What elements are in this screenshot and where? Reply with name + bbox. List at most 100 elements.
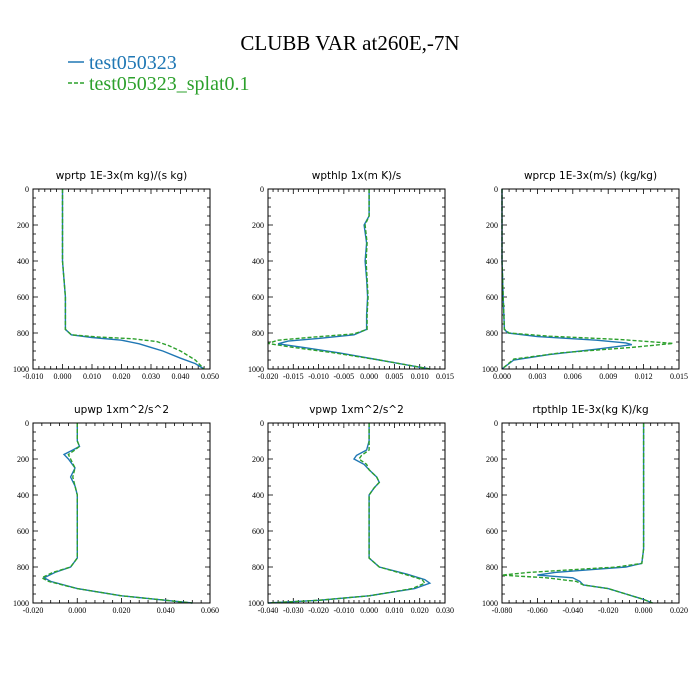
y-tick-label: 400 (17, 257, 29, 266)
subplot-title: wprcp 1E-3x(m/s) (kg/kg) (524, 170, 657, 182)
subplot-6: rtpthlp 1E-3x(kg K)/kg02004006008001000-… (482, 404, 688, 615)
y-tick-label: 0 (25, 419, 29, 428)
x-tick-label: -0.040 (258, 606, 279, 615)
plot-frame (32, 422, 211, 604)
y-tick-label: 400 (17, 491, 29, 500)
y-tick-label: 1000 (13, 599, 29, 608)
legend-label-series-1: test050323 (89, 52, 177, 74)
x-tick-label: 0.000 (68, 606, 86, 615)
subplot-title: rtpthlp 1E-3x(kg K)/kg (532, 404, 648, 416)
x-tick-label: 0.009 (599, 372, 617, 381)
y-tick-label: 800 (17, 563, 29, 572)
subplot-4: upwp 1xm^2/s^2 0 200 400 600 800 1000-0.020 0.0… (13, 404, 219, 615)
y-tick-label: 600 (252, 293, 264, 302)
series-line-1 (277, 189, 430, 370)
series-line-1 (501, 189, 633, 370)
x-tick-label: 0.015 (670, 372, 688, 381)
y-tick-label: 800 (486, 563, 498, 572)
y-tick-label: 800 (486, 329, 498, 338)
x-tick-label: 0.006 (564, 372, 582, 381)
x-tick-label: 0.040 (172, 372, 190, 381)
x-tick-label: 0.030 (436, 606, 454, 615)
subplot-3: wprcp 1E-3x(m/s) (kg/kg) 0 200 400 600 800 100… (482, 170, 688, 381)
y-tick-label: 600 (486, 527, 498, 536)
y-tick-label: 0 (494, 185, 498, 194)
y-tick-label: 200 (486, 221, 498, 230)
y-tick-label: 200 (252, 221, 264, 230)
subplot-title: vpwp 1xm^2/s^2 (309, 404, 404, 416)
series-line-2 (267, 423, 426, 604)
y-tick-label: 1000 (248, 365, 264, 374)
x-tick-label: -0.020 (23, 606, 44, 615)
y-tick-label: 800 (252, 563, 264, 572)
x-tick-label: 0.000 (493, 372, 511, 381)
x-tick-label: 0.010 (385, 606, 403, 615)
x-tick-label: 0.020 (113, 372, 131, 381)
x-tick-label: 0.015 (436, 372, 454, 381)
series-line-1 (42, 423, 193, 604)
series-line-1 (267, 423, 432, 604)
x-tick-label: 0.010 (83, 372, 101, 381)
subplot-grid: wprtp 1E-3x(m kg)/(s kg) 0 200 400 600 800 100… (13, 170, 688, 615)
y-tick-label: 600 (17, 293, 29, 302)
x-tick-label: 0.020 (113, 606, 131, 615)
y-tick-label: 200 (486, 455, 498, 464)
y-tick-label: 1000 (482, 599, 498, 608)
series-line-2 (501, 423, 653, 604)
y-tick-label: 1000 (482, 365, 498, 374)
series-line-2 (267, 189, 430, 370)
x-tick-label: 0.000 (635, 606, 653, 615)
x-tick-label: -0.010 (334, 606, 355, 615)
y-tick-label: 200 (17, 455, 29, 464)
legend: test050323 test050323_splat0.1 (68, 52, 250, 95)
series-line-1 (537, 423, 653, 604)
series-line-1 (61, 189, 205, 370)
plot-frame (501, 188, 680, 370)
x-tick-label: 0.050 (201, 372, 219, 381)
subplot-title: upwp 1xm^2/s^2 (74, 404, 169, 416)
subplot-2: wpthlp 1x(m K)/s02004006008001000-0.020-… (248, 170, 454, 381)
series-line-2 (61, 189, 205, 370)
series-line-2 (501, 189, 674, 370)
x-tick-label: 0.030 (142, 372, 160, 381)
series-line-2 (40, 423, 193, 604)
x-tick-label: 0.000 (54, 372, 72, 381)
figure-title: CLUBB VAR at260E,-7N (240, 31, 459, 55)
x-tick-label: 0.020 (670, 606, 688, 615)
x-tick-label: 0.005 (385, 372, 403, 381)
x-tick-label: 0.000 (360, 606, 378, 615)
plot-frame (267, 188, 446, 370)
x-tick-label: -0.080 (492, 606, 513, 615)
x-tick-label: 0.000 (360, 372, 378, 381)
x-tick-label: -0.020 (258, 372, 279, 381)
plot-frame (267, 422, 446, 604)
subplot-1: wprtp 1E-3x(m kg)/(s kg) 0 200 400 600 800 100… (13, 170, 219, 381)
y-tick-label: 200 (252, 455, 264, 464)
y-tick-label: 1000 (13, 365, 29, 374)
x-tick-label: -0.030 (283, 606, 304, 615)
subplot-title: wprtp 1E-3x(m kg)/(s kg) (56, 170, 187, 182)
plot-frame (32, 188, 211, 370)
y-tick-label: 400 (252, 491, 264, 500)
y-tick-label: 600 (486, 293, 498, 302)
subplot-5: vpwp 1xm^2/s^2 0 200 400 600 800 1000-0.040 -0.… (248, 404, 454, 615)
y-tick-label: 400 (486, 491, 498, 500)
y-tick-label: 0 (260, 185, 264, 194)
x-tick-label: 0.060 (201, 606, 219, 615)
x-tick-label: -0.005 (334, 372, 355, 381)
x-tick-label: -0.020 (308, 606, 329, 615)
y-tick-label: 1000 (248, 599, 264, 608)
plot-frame (501, 422, 680, 604)
y-tick-label: 600 (17, 527, 29, 536)
y-tick-label: 0 (260, 419, 264, 428)
x-tick-label: -0.015 (283, 372, 304, 381)
y-tick-label: 400 (486, 257, 498, 266)
y-tick-label: 200 (17, 221, 29, 230)
x-tick-label: 0.020 (411, 606, 429, 615)
x-tick-label: -0.040 (562, 606, 583, 615)
y-tick-label: 0 (494, 419, 498, 428)
y-tick-label: 800 (252, 329, 264, 338)
y-tick-label: 0 (25, 185, 29, 194)
x-tick-label: -0.010 (308, 372, 329, 381)
